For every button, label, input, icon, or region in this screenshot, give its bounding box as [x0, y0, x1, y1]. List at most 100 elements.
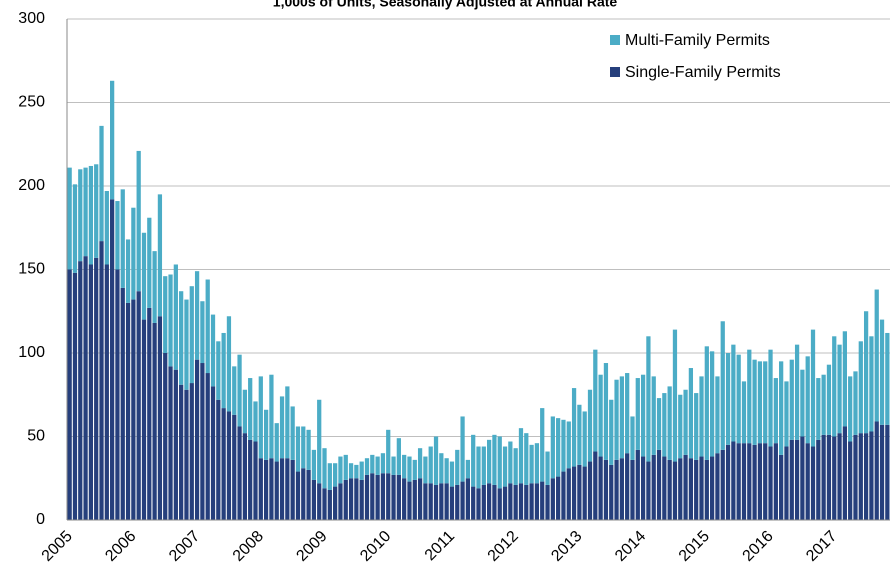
bar-segment: [672, 329, 678, 462]
bar-segment: [428, 446, 433, 484]
x-tick-label: 2005: [39, 528, 76, 565]
bar-segment: [837, 344, 842, 434]
bar-segment: [131, 299, 136, 520]
bar-segment: [99, 241, 104, 521]
bar-segment: [853, 371, 858, 435]
bar-segment: [455, 484, 460, 520]
bar-segment: [826, 434, 832, 520]
bar-segment: [678, 394, 683, 459]
bar-segment: [412, 459, 417, 480]
bar-segment: [715, 376, 720, 454]
legend-label: Multi-Family Permits: [625, 32, 770, 49]
bar-segment: [556, 476, 561, 520]
bar-segment: [524, 484, 529, 520]
bar-segment: [163, 276, 168, 353]
bar-segment: [571, 466, 577, 520]
bar-segment: [439, 483, 444, 520]
bar-segment: [279, 396, 285, 459]
bar-segment: [232, 366, 237, 415]
bar-segment: [327, 463, 332, 490]
bar-segment: [603, 363, 609, 460]
bar-segment: [444, 483, 449, 520]
bar-segment: [635, 378, 640, 450]
bar-segment: [168, 366, 173, 520]
bar-segment: [471, 434, 476, 487]
bar-segment: [173, 264, 178, 370]
bar-segment: [571, 388, 577, 467]
bar-segment: [715, 453, 720, 520]
bar-segment: [152, 322, 157, 520]
bar-segment: [306, 469, 311, 520]
bar-segment: [805, 356, 810, 444]
bar-segment: [99, 125, 104, 242]
bar-segment: [874, 289, 879, 422]
bar-segment: [529, 444, 534, 484]
bar-segment: [747, 443, 752, 520]
bar-segment: [879, 319, 885, 425]
bar-segment: [168, 274, 173, 367]
bar-segment: [492, 484, 497, 520]
bar-segment: [582, 466, 587, 520]
bar-segment: [757, 361, 763, 444]
bar-segment: [423, 483, 428, 520]
bar-segment: [720, 321, 725, 450]
bar-segment: [343, 479, 348, 520]
bar-segment: [343, 454, 348, 480]
bar-segment: [598, 374, 603, 457]
bar-segment: [141, 232, 147, 320]
bar-segment: [274, 423, 279, 462]
bar-segment: [752, 359, 757, 445]
bar-segment: [210, 386, 216, 520]
bar-segment: [794, 439, 800, 520]
bar-segment: [274, 461, 279, 520]
bar-segment: [662, 456, 667, 520]
bar-segment: [141, 319, 147, 520]
bar-segment: [688, 458, 694, 520]
bar-segment: [545, 451, 550, 485]
bar-segment: [83, 256, 88, 520]
y-tick-label: 300: [18, 10, 45, 27]
bar-segment: [582, 411, 587, 467]
bar-segment: [858, 433, 863, 520]
bar-segment: [258, 458, 263, 520]
bar-segment: [810, 446, 816, 520]
y-tick-label: 100: [18, 344, 45, 361]
bar-segment: [784, 381, 789, 447]
bar-segment: [672, 461, 678, 520]
bar-segment: [757, 443, 763, 520]
bar-segment: [449, 461, 455, 487]
bar-segment: [699, 456, 704, 520]
bar-segment: [402, 478, 407, 520]
bar-segment: [242, 433, 247, 520]
bar-segment: [147, 217, 152, 308]
bar-segment: [200, 301, 205, 364]
bar-segment: [810, 329, 816, 447]
bar-segment: [269, 374, 274, 459]
bar-segment: [407, 481, 412, 520]
bar-segment: [837, 433, 842, 520]
bar-segment: [157, 316, 163, 520]
bar-segment: [221, 408, 226, 520]
bar-segment: [386, 473, 391, 520]
bar-segment: [524, 433, 529, 485]
y-tick-label: 50: [27, 428, 45, 445]
bar-segment: [481, 446, 486, 485]
bar-segment: [210, 314, 216, 387]
bar-segment: [619, 458, 624, 520]
bar-segment: [741, 381, 747, 444]
bar-segment: [476, 446, 481, 489]
bar-segment: [800, 436, 805, 520]
bar-segment: [566, 468, 571, 520]
bar-segment: [110, 80, 115, 200]
bar-segment: [540, 481, 545, 520]
bar-segment: [221, 332, 226, 409]
bar-segment: [805, 443, 810, 520]
bar-segment: [779, 454, 784, 520]
bar-segment: [120, 189, 125, 288]
bar-segment: [380, 453, 386, 474]
bar-segment: [768, 446, 773, 520]
bar-segment: [816, 439, 821, 520]
bar-segment: [370, 454, 375, 474]
bar-segment: [529, 483, 534, 520]
bar-segment: [550, 478, 555, 520]
